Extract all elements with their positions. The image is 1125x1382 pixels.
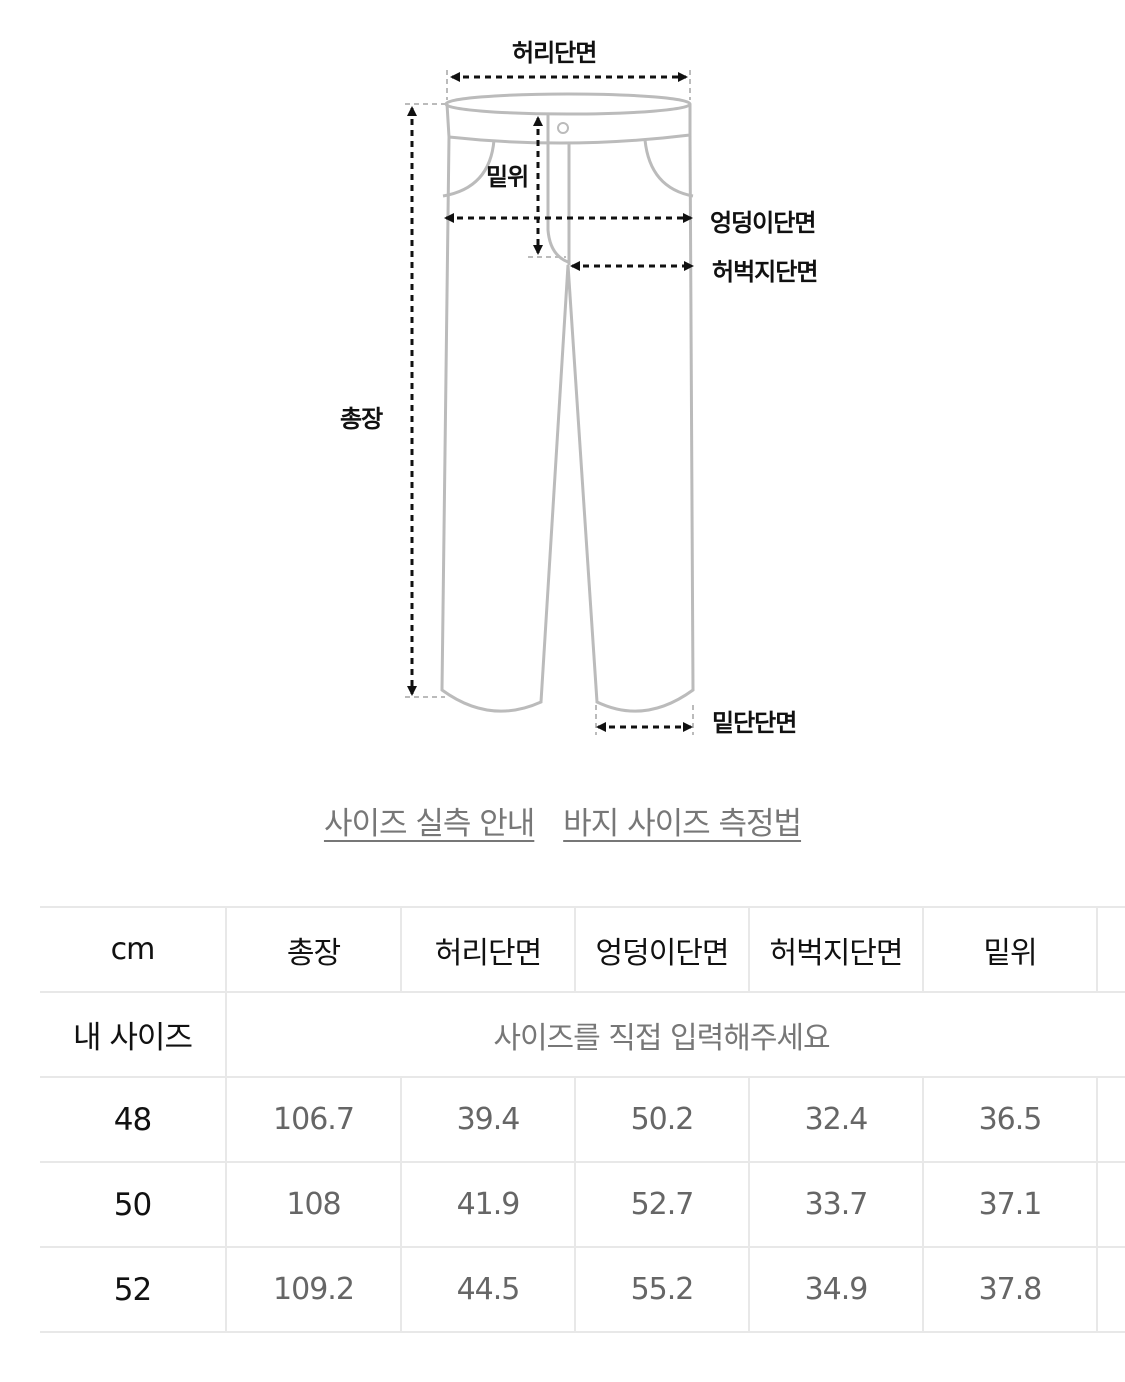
waist-label: 허리단면 xyxy=(512,39,597,67)
column-header: 총장 xyxy=(225,906,402,993)
rise-label: 밑위 xyxy=(486,163,529,191)
value-cell: 50.2 xyxy=(574,1076,750,1163)
size-cell: 48 xyxy=(40,1076,227,1163)
column-header: 엉덩이단면 xyxy=(574,906,750,993)
value-cell: 32.4 xyxy=(748,1076,924,1163)
my-size-input[interactable]: 사이즈를 직접 입력해주세요 xyxy=(225,991,1125,1078)
unit-header: cm xyxy=(40,906,227,993)
pants-outline xyxy=(440,92,695,713)
pants-illustration xyxy=(405,70,695,735)
value-cell: 52.7 xyxy=(574,1161,750,1248)
value-cell: 36.5 xyxy=(922,1076,1098,1163)
value-cell-cut xyxy=(1096,1161,1125,1248)
value-cell: 108 xyxy=(225,1161,402,1248)
value-cell-cut xyxy=(1096,1246,1125,1333)
value-cell: 33.7 xyxy=(748,1161,924,1248)
guide-lines xyxy=(405,70,694,735)
value-cell: 55.2 xyxy=(574,1246,750,1333)
total-length-label: 총장 xyxy=(340,405,383,433)
thigh-label: 허벅지단면 xyxy=(712,258,818,286)
column-header: 허리단면 xyxy=(400,906,576,993)
pants-measurement-diagram: 허리단면 밑위 엉덩이단면 허벅지단면 총장 밑단단면 xyxy=(340,39,818,737)
size-table: cm 총장 허리단면 엉덩이단면 허벅지단면 밑위 내 사이즈 사이즈를 직접 … xyxy=(40,906,1125,1333)
value-cell: 37.1 xyxy=(922,1161,1098,1248)
table-row: 52 109.2 44.5 55.2 34.9 37.8 xyxy=(40,1246,1125,1333)
value-cell: 34.9 xyxy=(748,1246,924,1333)
size-cell: 50 xyxy=(40,1161,227,1248)
value-cell: 41.9 xyxy=(400,1161,576,1248)
my-size-label: 내 사이즈 xyxy=(40,991,227,1078)
size-guide-link[interactable]: 사이즈 실측 안내 xyxy=(323,806,535,842)
guide-links: 사이즈 실측 안내 바지 사이즈 측정법 xyxy=(0,798,1125,843)
column-header: 밑위 xyxy=(922,906,1098,993)
value-cell: 109.2 xyxy=(225,1246,402,1333)
value-cell-cut xyxy=(1096,1076,1125,1163)
value-cell: 44.5 xyxy=(400,1246,576,1333)
measurement-arrows xyxy=(407,72,694,732)
table-row: 50 108 41.9 52.7 33.7 37.1 xyxy=(40,1161,1125,1248)
column-header-cut xyxy=(1096,906,1125,993)
my-size-row: 내 사이즈 사이즈를 직접 입력해주세요 xyxy=(40,991,1125,1078)
size-cell: 52 xyxy=(40,1246,227,1333)
hem-label: 밑단단면 xyxy=(712,709,797,737)
table-row: 48 106.7 39.4 50.2 32.4 36.5 xyxy=(40,1076,1125,1163)
column-header: 허벅지단면 xyxy=(748,906,924,993)
value-cell: 39.4 xyxy=(400,1076,576,1163)
value-cell: 37.8 xyxy=(922,1246,1098,1333)
table-header-row: cm 총장 허리단면 엉덩이단면 허벅지단면 밑위 xyxy=(40,906,1125,993)
value-cell: 106.7 xyxy=(225,1076,402,1163)
hip-label: 엉덩이단면 xyxy=(710,209,816,237)
measure-method-link[interactable]: 바지 사이즈 측정법 xyxy=(563,806,802,842)
